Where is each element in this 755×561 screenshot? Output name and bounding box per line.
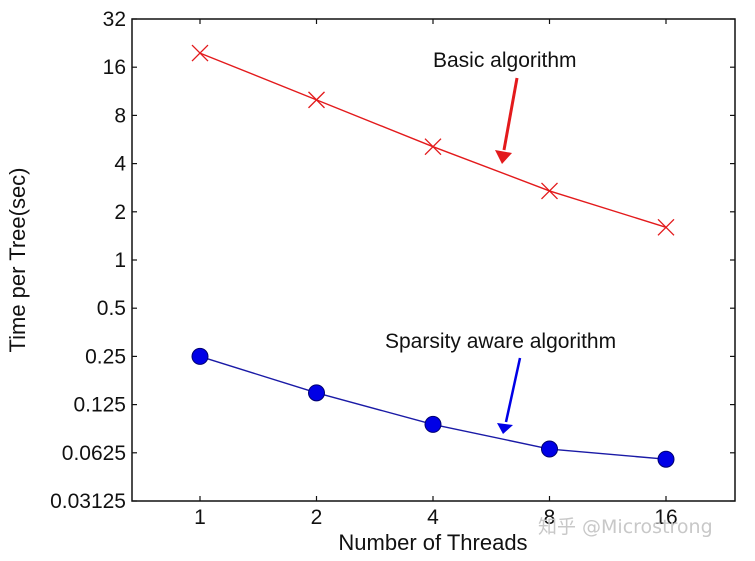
y-axis-tick-labels: 32 16 8 4 2 1 0.5 0.25 0.125 0.0625 0.03125 bbox=[50, 8, 126, 513]
x-axis-label: Number of Threads bbox=[338, 530, 527, 555]
arrow-down-icon-blue bbox=[497, 357, 522, 434]
y-tick-label: 0.25 bbox=[85, 345, 126, 368]
watermark: 知乎 @Microstrong bbox=[538, 516, 713, 538]
y-axis-ticks bbox=[132, 18, 735, 502]
circle-marker-icon bbox=[541, 440, 558, 458]
y-tick-label: 32 bbox=[103, 8, 126, 31]
y-tick-label: 4 bbox=[114, 153, 126, 176]
x-tick-label: 8 bbox=[544, 506, 556, 529]
x-marker-icon bbox=[424, 138, 442, 156]
circle-marker-icon bbox=[657, 450, 675, 468]
circle-marker-icon bbox=[308, 384, 325, 402]
series-sparsity-aware-algorithm bbox=[191, 347, 675, 468]
y-axis-label: Time per Tree(sec) bbox=[5, 167, 30, 352]
x-marker-icon bbox=[541, 182, 558, 200]
x-marker-icon bbox=[191, 44, 209, 62]
x-tick-label: 2 bbox=[311, 506, 323, 529]
circle-marker-icon bbox=[424, 415, 442, 433]
y-tick-label: 0.03125 bbox=[50, 490, 126, 513]
x-marker-icon bbox=[657, 218, 675, 236]
x-tick-label: 4 bbox=[427, 506, 439, 529]
x-marker-icon bbox=[308, 91, 325, 109]
x-tick-label: 1 bbox=[194, 506, 206, 529]
series-basic-algorithm bbox=[191, 44, 675, 236]
arrow-down-icon-red bbox=[495, 77, 519, 164]
y-tick-label: 8 bbox=[114, 104, 126, 127]
x-tick-label: 16 bbox=[654, 506, 677, 529]
y-tick-label: 2 bbox=[114, 201, 126, 224]
annotation-sparsity-aware-algorithm: Sparsity aware algorithm bbox=[385, 330, 616, 353]
x-axis-ticks bbox=[199, 19, 667, 501]
x-axis-tick-labels: 1 2 4 8 16 bbox=[194, 506, 678, 529]
y-tick-label: 0.0625 bbox=[62, 442, 126, 465]
circle-marker-icon bbox=[191, 347, 209, 365]
annotation-basic-algorithm: Basic algorithm bbox=[433, 49, 577, 72]
y-tick-label: 0.125 bbox=[73, 394, 126, 417]
y-tick-label: 1 bbox=[114, 249, 126, 272]
y-tick-label: 0.5 bbox=[97, 297, 126, 320]
y-tick-label: 16 bbox=[103, 56, 126, 79]
